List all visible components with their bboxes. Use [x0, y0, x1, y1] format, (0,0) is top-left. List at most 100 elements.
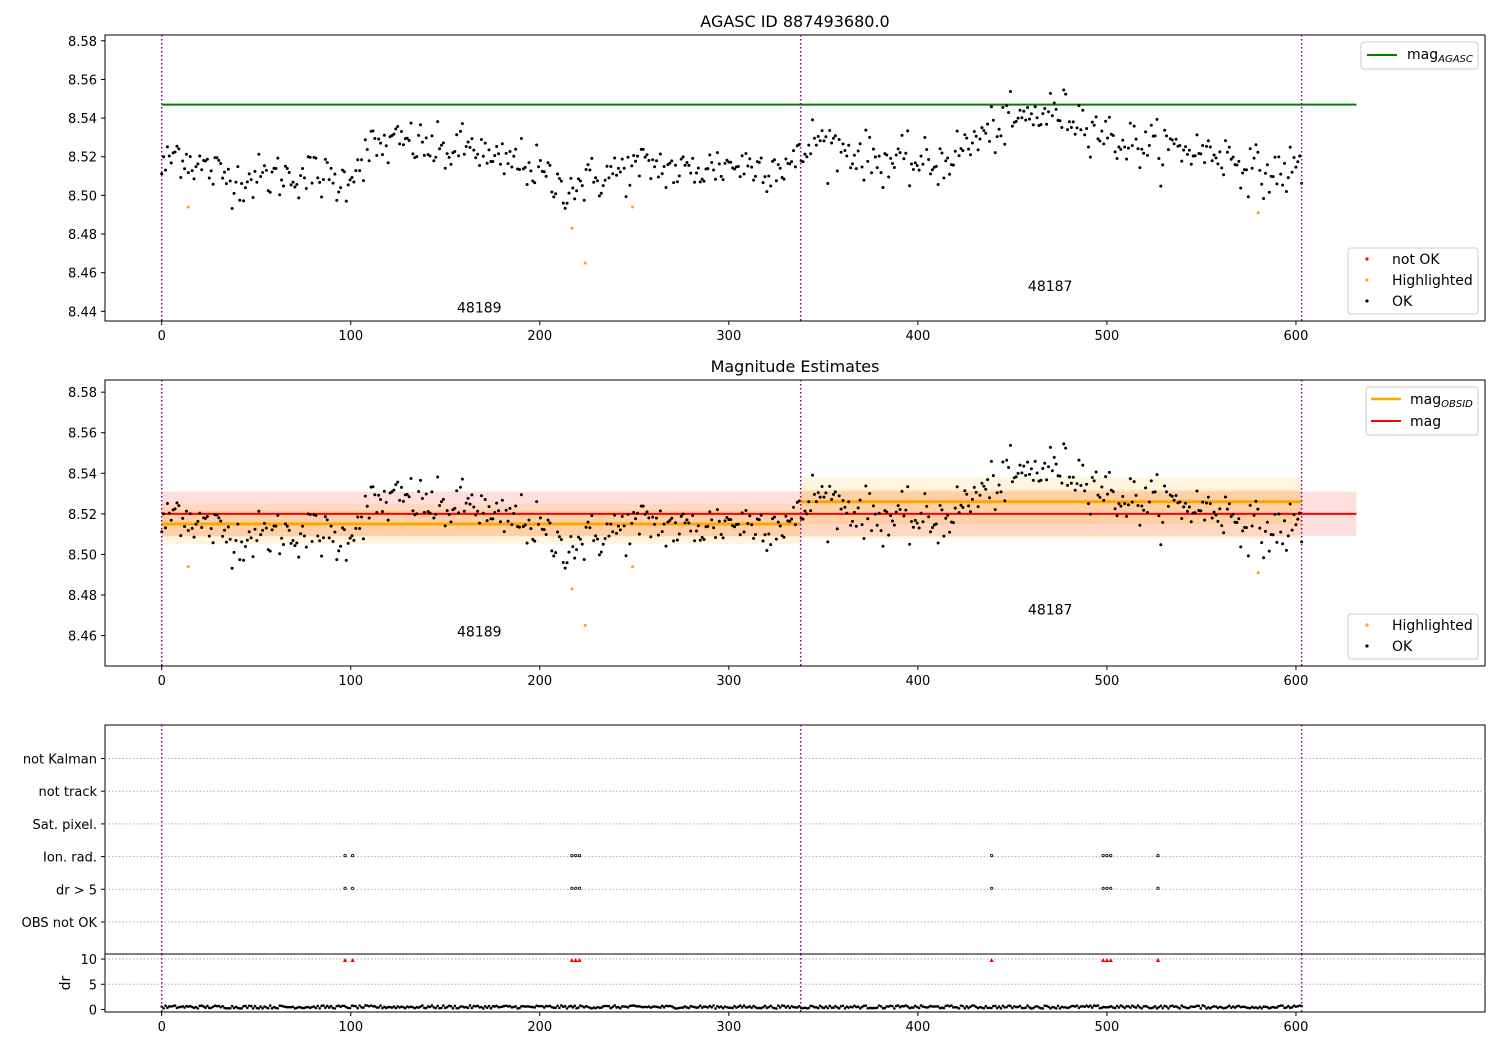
ok-point [675, 180, 679, 184]
ok-point [302, 176, 306, 180]
ok-point [497, 152, 501, 156]
dr-point [870, 1006, 873, 1010]
ok-point [826, 181, 830, 185]
ok-point [870, 171, 874, 175]
dr-point [337, 1004, 340, 1007]
ok-point [1145, 153, 1149, 157]
ok-point [504, 151, 508, 155]
flag-point [990, 886, 994, 890]
ok-point [257, 509, 261, 513]
ok-point [1203, 518, 1207, 522]
ok-point [1182, 505, 1186, 509]
mag-obsid-band-inner [800, 489, 1302, 525]
ok-point [1138, 166, 1142, 170]
dr-point [215, 1004, 219, 1008]
x-tick-label: 200 [527, 674, 552, 689]
y-tick-label: 8.54 [68, 467, 97, 482]
ok-point [913, 518, 917, 522]
ok-point [285, 167, 289, 171]
ok-point [1003, 499, 1007, 503]
ok-point [535, 143, 539, 147]
ok-point [1111, 134, 1115, 138]
ok-point [221, 534, 225, 538]
dr-point [879, 1005, 883, 1008]
ok-point [683, 163, 687, 167]
ok-point [1111, 490, 1115, 494]
dr-point [811, 1004, 814, 1008]
dr-point [672, 1006, 675, 1009]
ok-point [1216, 162, 1220, 166]
ok-point [965, 136, 969, 140]
ok-point [892, 523, 896, 527]
ok-point [302, 534, 306, 538]
ok-point [310, 540, 314, 544]
dr-point [348, 1006, 352, 1010]
dr-point [1226, 1005, 1229, 1009]
ok-point [837, 494, 841, 498]
ok-point [717, 519, 721, 523]
legend-obsid-label: magOBSID [1410, 392, 1473, 410]
ok-point [1064, 92, 1068, 96]
ok-point [1029, 467, 1033, 471]
ok-point [184, 509, 188, 513]
ok-point [1107, 470, 1111, 474]
dr-point [1279, 1004, 1282, 1007]
ok-point [681, 512, 685, 516]
dr-point [1228, 1004, 1231, 1008]
ok-point [1045, 122, 1049, 126]
dr-point [246, 1006, 249, 1010]
ok-point [955, 129, 959, 133]
ok-point [1250, 166, 1254, 170]
ok-point [508, 506, 512, 510]
ok-point [420, 497, 424, 501]
ok-point [360, 515, 364, 519]
dr-point [177, 1005, 181, 1009]
dr-point [729, 1006, 733, 1010]
ok-point [637, 174, 641, 178]
dr-point [491, 1005, 495, 1008]
ok-point [268, 549, 272, 553]
ok-point [710, 160, 714, 164]
ok-point [1073, 488, 1077, 492]
ok-point [843, 148, 847, 152]
ok-point [586, 520, 590, 524]
ok-point [818, 495, 822, 499]
ok-point [803, 509, 807, 513]
ok-point [603, 536, 607, 540]
panel2-title: Magnitude Estimates [711, 357, 880, 376]
ok-point [934, 522, 938, 526]
ok-point [616, 524, 620, 528]
ok-point [1077, 458, 1081, 462]
ok-point [468, 502, 472, 506]
ok-point [622, 166, 626, 170]
ok-point [422, 510, 426, 514]
ok-point [1079, 128, 1083, 132]
ok-point [1201, 144, 1205, 148]
dr-point [563, 1004, 567, 1008]
dr-point [573, 1004, 576, 1008]
ok-point [533, 181, 537, 185]
ok-point [262, 164, 266, 168]
ok-point [769, 184, 773, 188]
dr-point [253, 1004, 257, 1008]
ok-point [801, 160, 805, 164]
ok-point [957, 154, 961, 158]
legend-highlighted-marker [1365, 278, 1369, 282]
ok-point [1199, 152, 1203, 156]
ok-point [910, 162, 914, 166]
ok-point [1208, 145, 1212, 149]
ok-point [790, 160, 794, 164]
dr-point [910, 1006, 913, 1009]
ok-point [816, 135, 820, 139]
ok-point [782, 177, 786, 181]
ok-point [890, 162, 894, 166]
dr-point [963, 1006, 967, 1010]
dr-point [1273, 1006, 1277, 1009]
dr-point [430, 1004, 434, 1007]
ok-point [1279, 530, 1283, 534]
ok-point [588, 526, 592, 530]
ok-point [898, 508, 902, 512]
highlighted-point [1256, 571, 1260, 575]
flag-category-label: dr > 5 [56, 883, 97, 898]
flag-point [577, 886, 582, 890]
